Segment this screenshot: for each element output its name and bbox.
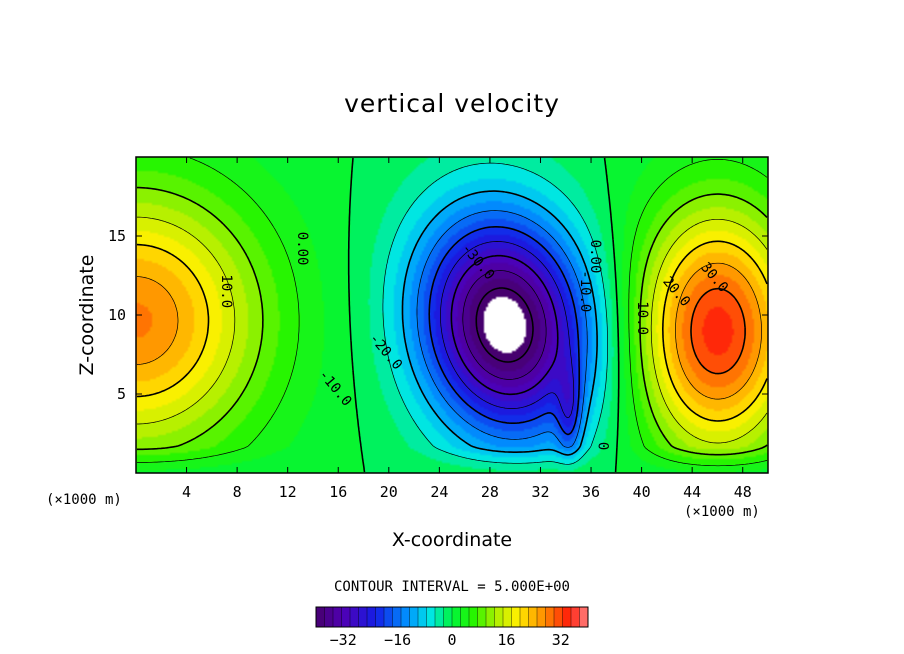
contour-line (401, 190, 598, 456)
colorbar-cell (383, 606, 394, 628)
colorbar-cell (417, 606, 428, 628)
colorbar-ticks: −32 −16 0 16 32 (330, 631, 570, 649)
colorbar-cell (528, 606, 538, 628)
colorbar: −32 −16 0 16 32 (315, 606, 589, 649)
y-tick-label: 10 (108, 306, 126, 324)
x-unit-label-right: (×1000 m) (684, 504, 760, 520)
colorbar-cell (332, 606, 343, 628)
x-tick-label: 28 (481, 483, 499, 501)
colorbar-cell (400, 606, 411, 628)
colorbar-cell (426, 606, 436, 628)
contour-line (347, 157, 620, 473)
contour-lines (136, 157, 768, 473)
velocity-field: 10.00.00-10.0-20.0-30.0-10.00.00010.020.… (136, 157, 768, 473)
x-tick-label: 8 (233, 483, 242, 501)
colorbar-cell (451, 606, 462, 628)
y-axis-ticks: 5 10 15 (108, 227, 768, 403)
contour-line (382, 162, 608, 465)
x-tick-label: 40 (633, 483, 651, 501)
x-tick-label: 36 (582, 483, 600, 501)
colorbar-cell (562, 606, 572, 628)
colorbar-cell (366, 606, 377, 628)
colorbar-cell (536, 606, 547, 628)
contour-line (475, 287, 534, 363)
colorbar-cell (579, 606, 589, 628)
contour-label: 0.00 (294, 232, 310, 266)
colorbar-cell (409, 606, 419, 628)
contour-line (450, 254, 559, 396)
colorbar-cell (324, 606, 334, 628)
colorbar-cell (494, 606, 504, 628)
colorbar-cells (315, 606, 589, 628)
x-tick-label: 16 (329, 483, 347, 501)
contour-line (137, 216, 768, 444)
y-tick-label: 15 (108, 227, 126, 245)
contour-line (440, 241, 575, 418)
colorbar-cell (341, 606, 351, 628)
x-tick-label: 24 (430, 483, 448, 501)
x-unit-label-left: (×1000 m) (46, 492, 122, 508)
contour-label: 10.0 (634, 301, 650, 335)
colorbar-cell (519, 606, 530, 628)
contour-interval-text: CONTOUR INTERVAL = 5.000E+00 (334, 579, 570, 595)
x-tick-label: 48 (734, 483, 752, 501)
colorbar-tick-label: −16 (384, 631, 411, 649)
colorbar-cell (375, 606, 385, 628)
colorbar-cell (468, 606, 479, 628)
colorbar-cell (570, 606, 581, 628)
contour-line (137, 157, 768, 467)
x-axis-ticks: 4 8 12 16 20 24 28 32 36 40 44 48 (182, 157, 752, 501)
contour-line (137, 186, 768, 456)
contour-line (462, 270, 547, 380)
contour-label: 0 (595, 442, 611, 450)
colorbar-cell (349, 606, 360, 628)
colorbar-cell (460, 606, 470, 628)
x-tick-label: 32 (531, 483, 549, 501)
colorbar-tick-label: 0 (447, 631, 456, 649)
colorbar-cell (485, 606, 496, 628)
colorbar-cell (443, 606, 453, 628)
x-tick-label: 4 (182, 483, 191, 501)
contour-label: 0.00 (587, 240, 603, 274)
colorbar-cell (477, 606, 487, 628)
y-tick-label: 5 (117, 385, 126, 403)
x-tick-label: 44 (683, 483, 701, 501)
colorbar-cell (545, 606, 555, 628)
colorbar-tick-label: 32 (552, 631, 570, 649)
colorbar-tick-label: 16 (497, 631, 515, 649)
x-tick-label: 12 (279, 483, 297, 501)
contour-line (136, 240, 768, 422)
colorbar-cell (502, 606, 513, 628)
chart-title: vertical velocity (344, 89, 560, 118)
contour-line (690, 287, 746, 375)
colorbar-cell (434, 606, 445, 628)
colorbar-tick-label: −32 (330, 631, 357, 649)
contour-label: 10.0 (218, 274, 234, 308)
y-axis-label: Z-coordinate (76, 255, 98, 376)
x-tick-label: 20 (380, 483, 398, 501)
x-axis-label: X-coordinate (392, 529, 512, 551)
contour-line (416, 210, 588, 448)
colorbar-cell (358, 606, 368, 628)
colorbar-cell (511, 606, 521, 628)
contour-line (428, 226, 580, 436)
colorbar-frame (315, 606, 589, 628)
contour-line (136, 262, 762, 400)
contour-label: -10.0 (577, 270, 593, 312)
colorbar-cell (392, 606, 402, 628)
colorbar-cell (315, 606, 326, 628)
colorbar-cell (553, 606, 564, 628)
